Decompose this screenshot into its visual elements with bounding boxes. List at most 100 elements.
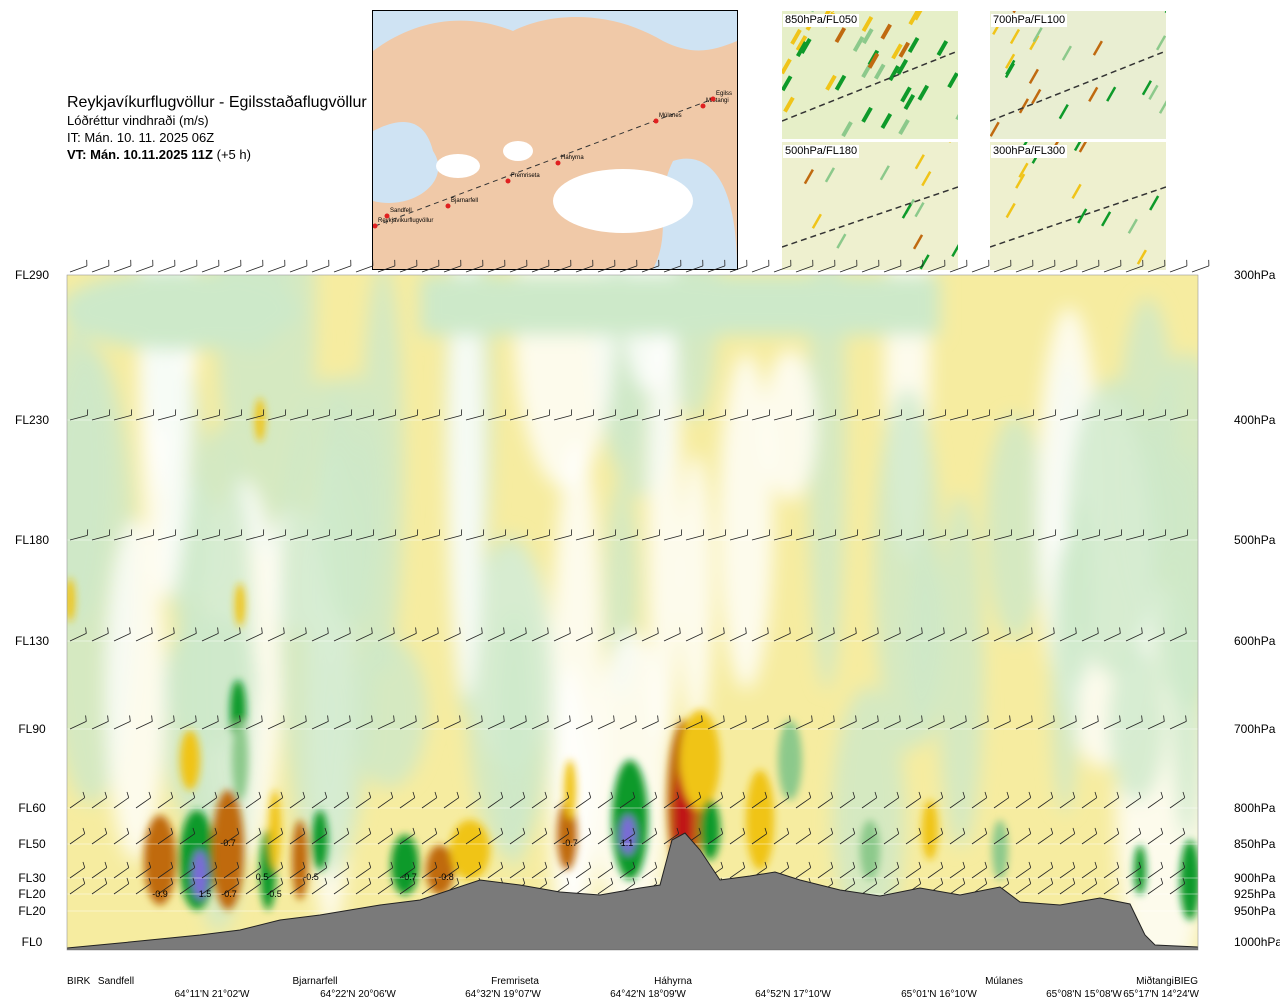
wind-barb	[421, 633, 439, 642]
flight-level-label: FL180	[15, 533, 49, 547]
wind-barb	[1125, 633, 1143, 642]
wind-barb	[971, 414, 990, 421]
wind-barb	[201, 721, 219, 730]
wind-barb	[377, 265, 396, 273]
wind-barb-feather	[481, 715, 483, 722]
wind-barb-feather	[723, 715, 725, 722]
wind-barb-feather	[745, 627, 747, 634]
wind-barb	[1081, 797, 1097, 809]
wind-barb-feather	[415, 627, 417, 634]
wind-barb	[157, 867, 173, 879]
vertical-wind-cell	[680, 710, 720, 810]
wind-barb	[883, 867, 899, 879]
wind-barb	[311, 883, 327, 895]
value-label: 1.5	[199, 889, 212, 899]
wind-barb	[861, 867, 877, 879]
wind-barb	[421, 833, 437, 845]
wind-barb	[465, 633, 483, 642]
wind-barb-feather	[283, 715, 285, 722]
wind-barb-feather	[808, 827, 812, 834]
wind-barb	[751, 633, 769, 642]
wind-barb-feather	[742, 861, 746, 868]
wind-barb-feather	[302, 877, 306, 884]
thumbnail-300[interactable]: 300hPa/FL300	[990, 142, 1166, 270]
wind-barb	[641, 797, 657, 809]
wind-barb-feather	[987, 715, 989, 722]
wind-barb	[685, 721, 703, 730]
wind-barb	[311, 633, 329, 642]
field-blob	[647, 275, 682, 751]
wind-barb	[1147, 883, 1163, 895]
wind-barb	[157, 797, 173, 809]
wind-barb	[1081, 265, 1100, 273]
wind-barb-feather	[126, 791, 130, 798]
value-label: 0.5	[256, 872, 269, 882]
field-blob	[1108, 647, 1166, 802]
wind-barb-feather	[984, 827, 988, 834]
wind-barb	[905, 721, 923, 730]
coordinate-label: 65°17'N 14°24'W	[1123, 989, 1199, 1000]
thumbnail-300-label: 300hPa/FL300	[991, 145, 1068, 158]
thumb-stripe	[862, 28, 874, 45]
wind-barb-feather	[280, 877, 284, 884]
wind-barb-feather	[126, 827, 130, 834]
thumbnail-850[interactable]: 850hPa/FL050	[782, 11, 958, 139]
wind-barb-feather	[349, 627, 351, 634]
wind-barb	[619, 534, 638, 541]
wind-barb	[223, 265, 242, 273]
wind-barb-feather	[654, 861, 658, 868]
wind-barb	[1059, 633, 1077, 642]
thumb-stripe	[841, 121, 853, 138]
wind-barb	[399, 797, 415, 809]
wind-barb	[1169, 833, 1185, 845]
vertical-wind-cell	[700, 800, 720, 860]
wind-barb	[751, 414, 770, 421]
wind-barb	[201, 633, 219, 642]
wind-barb-feather	[478, 861, 482, 868]
wind-barb	[223, 721, 241, 730]
wind-barb-feather	[965, 627, 967, 634]
wind-barb	[1059, 867, 1075, 879]
wind-barb-feather	[148, 877, 152, 884]
wind-barb	[289, 721, 307, 730]
wind-barb	[421, 797, 437, 809]
wind-barb	[817, 265, 836, 273]
wind-barb-feather	[1138, 827, 1142, 834]
wind-barb	[245, 833, 261, 845]
thumb-stripe	[1149, 195, 1160, 211]
wind-barb	[795, 534, 814, 541]
wind-barb-feather	[217, 715, 219, 722]
wind-barb	[443, 414, 462, 421]
wind-barb	[597, 414, 616, 421]
thumbnail-500[interactable]: 500hPa/FL180	[782, 142, 958, 270]
wind-barb-feather	[1094, 791, 1098, 798]
wind-barb	[1059, 883, 1075, 895]
thumb-stripe	[1078, 142, 1087, 153]
wind-barb	[333, 265, 352, 273]
wind-barb	[905, 534, 924, 541]
wind-barb-feather	[107, 627, 109, 634]
wind-barb	[817, 797, 833, 809]
wind-barb-feather	[940, 877, 944, 884]
thumb-stripe	[903, 94, 916, 111]
wind-barb	[729, 265, 748, 273]
wind-barb	[377, 867, 393, 879]
wind-barb-feather	[82, 791, 86, 798]
wind-barb	[1125, 265, 1144, 273]
wind-barb	[773, 265, 792, 273]
wind-barb-feather	[434, 861, 438, 868]
wind-barb	[223, 883, 239, 895]
wind-barb	[839, 265, 858, 273]
wind-barb	[399, 833, 415, 845]
field-blob	[808, 275, 846, 690]
vertical-wind-cell	[1134, 845, 1146, 895]
wind-barb-feather	[786, 861, 790, 868]
wind-barb	[113, 414, 132, 421]
thumbnail-700[interactable]: 700hPa/FL100	[990, 11, 1166, 139]
thumb-stripe	[803, 169, 814, 185]
wind-barb-feather	[1116, 791, 1120, 798]
wind-barb-feather	[1031, 715, 1033, 722]
vertical-wind-cell	[450, 820, 490, 880]
vertical-wind-cell	[992, 820, 1008, 880]
wind-barb	[883, 414, 902, 421]
